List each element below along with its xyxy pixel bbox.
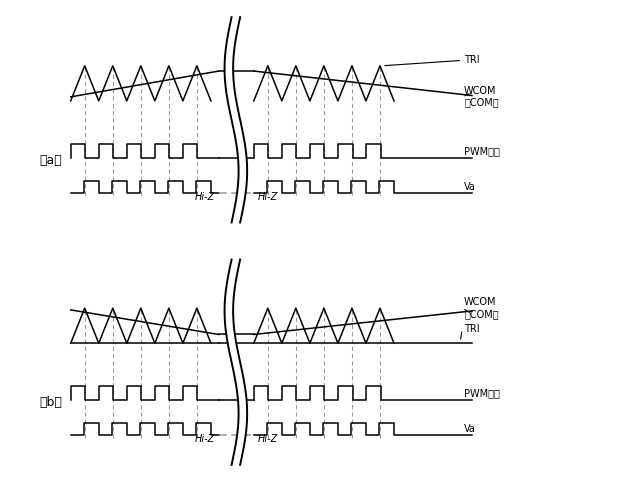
Text: Hi-Z: Hi-Z [257, 434, 278, 444]
Text: PWM信号: PWM信号 [464, 146, 500, 156]
Text: （a）: （a） [40, 154, 63, 167]
Text: Hi-Z: Hi-Z [257, 191, 278, 201]
Text: （b）: （b） [40, 396, 63, 409]
Text: WCOM
（COM）: WCOM （COM） [464, 86, 499, 107]
Polygon shape [225, 17, 247, 223]
Text: WCOM
（COM）: WCOM （COM） [464, 297, 499, 319]
Text: TRI: TRI [464, 324, 480, 334]
Text: Hi-Z: Hi-Z [195, 434, 215, 444]
Polygon shape [225, 259, 247, 465]
Text: Hi-Z: Hi-Z [195, 191, 215, 201]
Text: PWM信号: PWM信号 [464, 388, 500, 398]
Text: Va: Va [464, 182, 476, 192]
Text: TRI: TRI [464, 55, 480, 66]
Text: Va: Va [464, 424, 476, 434]
